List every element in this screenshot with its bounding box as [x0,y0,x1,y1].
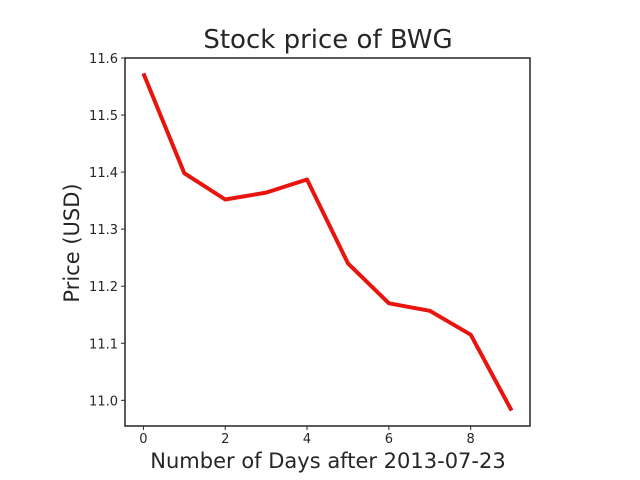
plot-area-frame [124,57,531,427]
y-tick-label: 11.0 [89,394,118,409]
x-tick-label: 4 [303,432,311,447]
chart-title: Stock price of BWG [203,25,452,55]
price-line [141,72,514,412]
y-tick-label: 11.6 [89,52,118,67]
x-tick-label: 2 [221,432,229,447]
x-tick-label: 6 [385,432,393,447]
x-tick-label: 0 [139,432,147,447]
y-tick-label: 11.5 [89,109,118,124]
y-tick-label: 11.3 [89,223,118,238]
y-tick-label: 11.4 [89,166,118,181]
x-tick-label: 8 [467,432,475,447]
y-tick-label: 11.2 [89,280,118,295]
y-axis-label: Price (USD) [60,183,84,302]
y-tick-label: 11.1 [89,337,118,352]
x-axis-label: Number of Days after 2013-07-23 [150,449,505,473]
